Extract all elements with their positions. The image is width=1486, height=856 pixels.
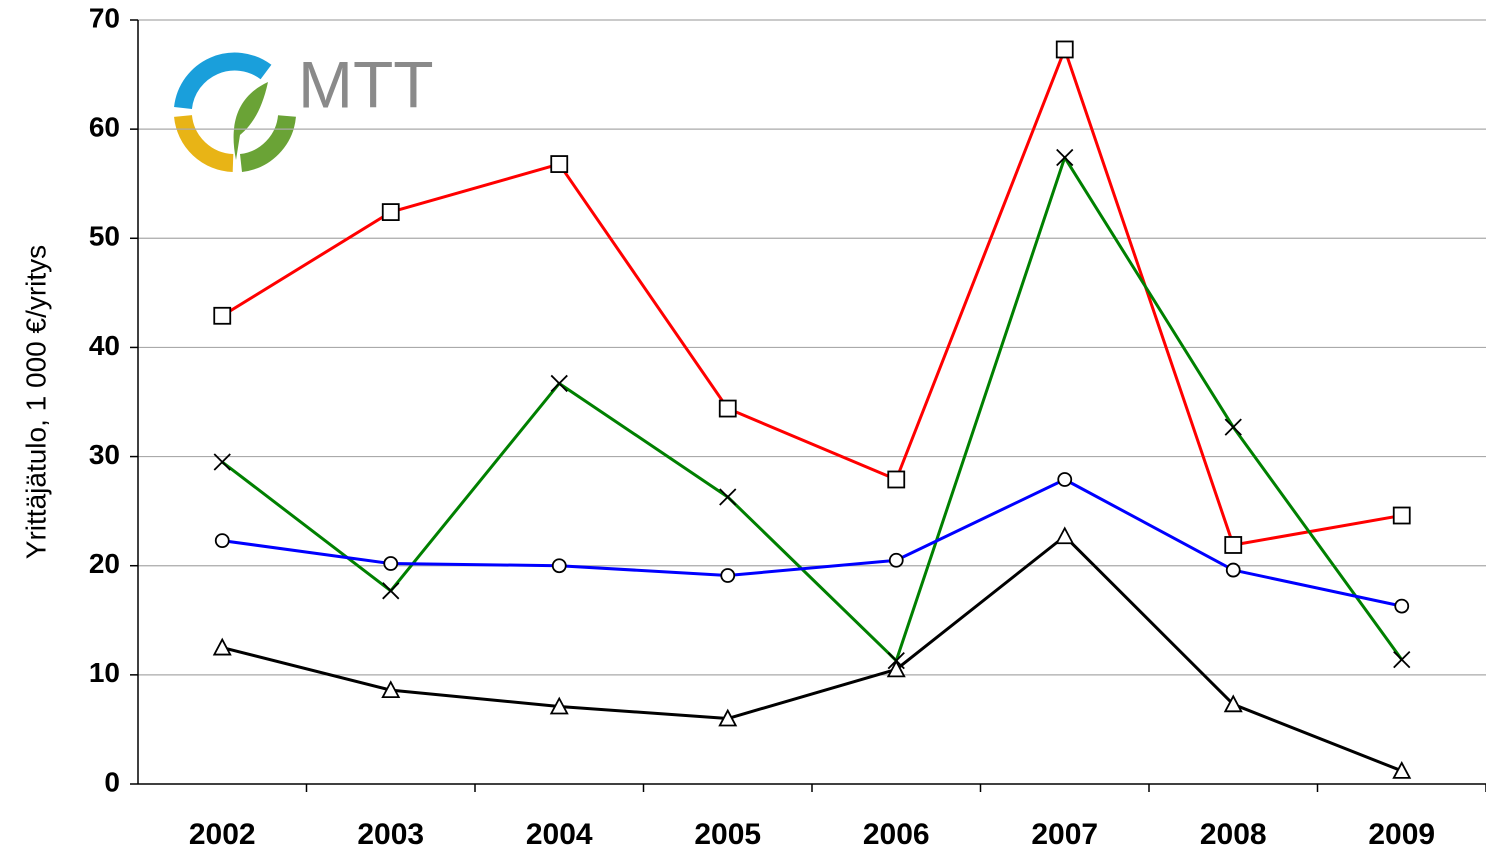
- marker: [1224, 418, 1242, 436]
- x-tick-label: 2005: [694, 818, 761, 851]
- y-tick-label: 0: [104, 766, 120, 797]
- x-tick-label: 2004: [526, 818, 593, 851]
- marker: [718, 399, 737, 418]
- marker: [1392, 506, 1411, 525]
- marker: [382, 582, 400, 600]
- marker: [214, 533, 230, 549]
- x-tick-label: 2002: [189, 818, 256, 851]
- marker: [381, 680, 401, 699]
- marker: [1223, 694, 1243, 713]
- marker: [888, 552, 904, 568]
- x-tick-label: 2009: [1368, 818, 1435, 851]
- x-tick-label: 2006: [863, 818, 930, 851]
- marker: [213, 306, 232, 325]
- y-tick-label: 10: [89, 657, 120, 688]
- x-tick-label: 2008: [1200, 818, 1267, 851]
- y-tick-label: 40: [89, 330, 120, 361]
- marker: [212, 637, 232, 656]
- y-tick-label: 70: [89, 2, 120, 33]
- marker: [887, 470, 906, 489]
- marker: [719, 488, 737, 506]
- series-line: [221, 47, 1403, 547]
- marker: [718, 708, 738, 727]
- marker: [886, 659, 906, 678]
- marker: [549, 696, 569, 715]
- marker: [1392, 760, 1412, 779]
- x-tick-label: 2003: [357, 818, 424, 851]
- y-tick-label: 50: [89, 221, 120, 252]
- logo: MTT: [174, 47, 434, 172]
- series-line: [222, 477, 1403, 608]
- marker: [383, 556, 399, 571]
- marker: [1056, 148, 1074, 167]
- marker: [1057, 472, 1073, 487]
- marker: [1394, 598, 1410, 614]
- marker: [1055, 526, 1075, 545]
- marker: [550, 155, 569, 173]
- y-tick-label: 20: [89, 548, 120, 579]
- logo-text: MTT: [298, 47, 434, 121]
- marker: [551, 558, 567, 574]
- marker: [1393, 650, 1411, 669]
- marker: [381, 203, 400, 221]
- marker: [1224, 536, 1243, 554]
- x-tick-label: 2007: [1031, 818, 1098, 851]
- y-tick-label: 60: [89, 112, 120, 143]
- series-line: [221, 156, 1403, 663]
- marker: [550, 374, 568, 393]
- y-tick-label: 30: [89, 439, 120, 470]
- marker: [720, 568, 736, 583]
- marker: [1225, 562, 1241, 578]
- series-line: [221, 534, 1403, 773]
- marker: [1055, 40, 1074, 59]
- y-axis-title: Yrittäjätulo, 1 000 €/yritys: [20, 245, 51, 559]
- marker: [213, 453, 231, 471]
